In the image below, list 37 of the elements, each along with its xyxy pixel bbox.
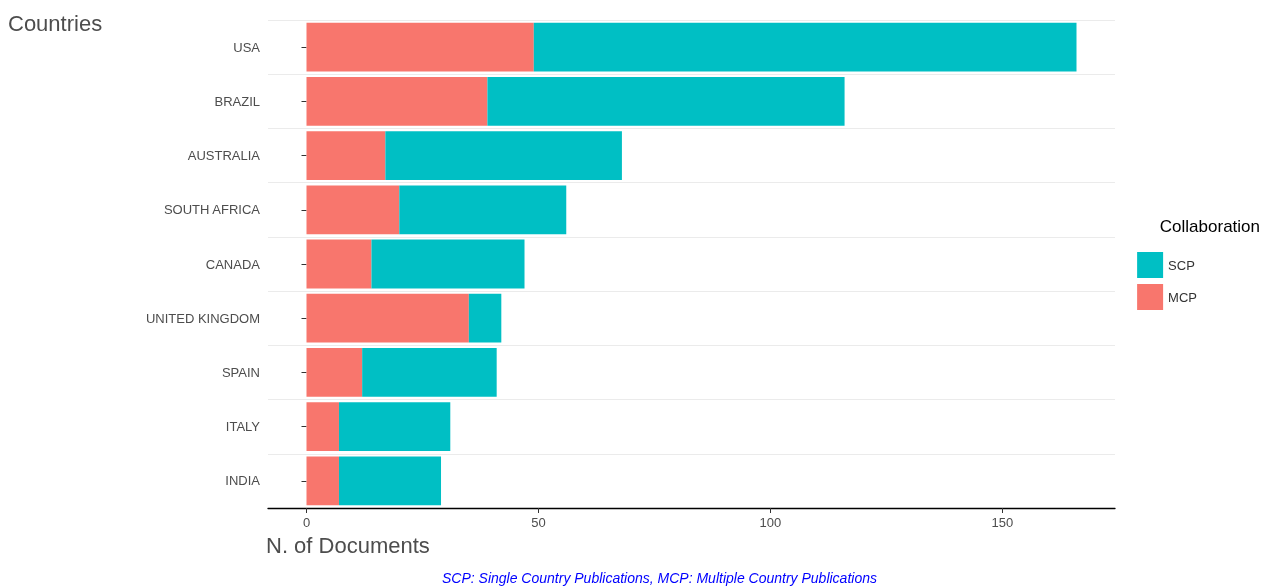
bar <box>362 348 497 397</box>
y-tick-label: SOUTH AFRICA <box>163 202 261 218</box>
bar <box>306 293 469 343</box>
x-axis-title: N. of Documents <box>266 532 430 558</box>
legend-title: Collaboration <box>1159 217 1261 236</box>
bar <box>533 22 1077 72</box>
x-tick-label: 0 <box>302 515 311 530</box>
y-tick-label: ITALY <box>225 419 261 435</box>
x-tick-label: 150 <box>991 515 1014 530</box>
legend-label: SCP <box>1168 257 1195 273</box>
bar <box>306 239 372 289</box>
y-axis-title: Countries <box>8 10 103 36</box>
y-tick-label: UNITED KINGDOM <box>145 310 260 326</box>
bar <box>468 293 502 343</box>
x-tick-label: 50 <box>531 515 546 530</box>
y-tick-label: SPAIN <box>221 364 260 380</box>
bar <box>399 185 567 235</box>
bar <box>306 402 339 452</box>
y-tick-label: BRAZIL <box>214 93 260 109</box>
y-tick-label: CANADA <box>205 256 261 272</box>
bar <box>338 402 451 452</box>
y-tick-label: INDIA <box>225 473 261 489</box>
bar <box>306 76 488 126</box>
bar <box>306 185 400 235</box>
bar <box>338 456 442 506</box>
y-tick-label: AUSTRALIA <box>187 148 261 164</box>
bar <box>371 239 525 289</box>
text: SCP: Single Country Publications, MCP: Multiple Country Publications <box>442 570 877 586</box>
bar <box>306 22 534 72</box>
y-tick-label: USA <box>233 39 261 55</box>
bar <box>385 131 622 180</box>
legend-label: MCP <box>1168 289 1197 305</box>
bar <box>306 131 386 180</box>
x-tick-label: 100 <box>759 515 782 530</box>
bar <box>487 76 845 126</box>
bar <box>306 348 363 397</box>
bar <box>306 456 339 506</box>
